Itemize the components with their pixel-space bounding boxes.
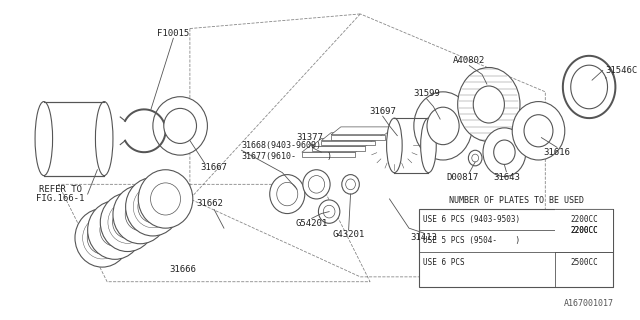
Text: G43201: G43201 — [333, 230, 365, 239]
Text: G54201: G54201 — [296, 219, 328, 228]
Text: 31377: 31377 — [296, 133, 323, 142]
Text: 31546C: 31546C — [605, 66, 638, 75]
Text: 2500CC: 2500CC — [570, 258, 598, 267]
Bar — [394, 118, 428, 173]
Text: 2200CC: 2200CC — [570, 226, 598, 235]
Text: 31677(9610-: 31677(9610- — [241, 152, 296, 161]
Polygon shape — [302, 144, 365, 152]
Text: 31413: 31413 — [410, 233, 437, 243]
Ellipse shape — [153, 97, 207, 155]
Ellipse shape — [387, 118, 402, 173]
Text: REFER TO: REFER TO — [39, 185, 82, 194]
Text: 31599: 31599 — [413, 89, 440, 98]
Ellipse shape — [420, 118, 436, 173]
Ellipse shape — [75, 209, 129, 267]
Text: A40802: A40802 — [453, 56, 486, 65]
Text: 31666: 31666 — [170, 265, 196, 274]
Ellipse shape — [164, 108, 196, 143]
Ellipse shape — [303, 170, 330, 199]
Ellipse shape — [35, 101, 52, 176]
Text: 31662: 31662 — [196, 199, 223, 208]
Text: D00817: D00817 — [447, 173, 479, 182]
Text: 31697: 31697 — [369, 107, 396, 116]
Polygon shape — [555, 209, 614, 252]
Ellipse shape — [125, 178, 180, 236]
Ellipse shape — [83, 217, 122, 259]
Polygon shape — [321, 133, 385, 140]
Text: FIG.166-1: FIG.166-1 — [36, 195, 84, 204]
Text: USE 6 PCS (9403-9503): USE 6 PCS (9403-9503) — [422, 215, 520, 224]
Polygon shape — [312, 146, 365, 151]
Text: NUMBER OF PLATES TO BE USED: NUMBER OF PLATES TO BE USED — [449, 196, 584, 205]
Text: 31616: 31616 — [543, 148, 570, 157]
Ellipse shape — [473, 86, 504, 123]
Text: 31668(9403-9609): 31668(9403-9609) — [241, 141, 321, 150]
Polygon shape — [312, 139, 375, 146]
Text: A167001017: A167001017 — [563, 299, 614, 308]
Text: F10015: F10015 — [157, 29, 189, 38]
Ellipse shape — [113, 206, 143, 238]
Bar — [44, 101, 104, 176]
Ellipse shape — [308, 176, 324, 193]
Text: USE 6 PCS: USE 6 PCS — [422, 258, 464, 267]
Ellipse shape — [414, 92, 472, 160]
Ellipse shape — [138, 191, 168, 223]
Ellipse shape — [100, 214, 130, 246]
Polygon shape — [321, 140, 375, 145]
Ellipse shape — [125, 198, 156, 231]
Text: 2200CC: 2200CC — [570, 215, 598, 224]
Ellipse shape — [87, 222, 117, 254]
Ellipse shape — [88, 201, 142, 259]
Ellipse shape — [269, 175, 305, 213]
Ellipse shape — [524, 115, 553, 147]
Ellipse shape — [108, 201, 147, 243]
Text: 31643: 31643 — [493, 173, 520, 182]
Polygon shape — [331, 135, 385, 140]
Ellipse shape — [100, 193, 155, 252]
Ellipse shape — [512, 101, 564, 160]
Ellipse shape — [150, 183, 180, 215]
Ellipse shape — [483, 128, 526, 177]
Polygon shape — [302, 152, 355, 157]
Ellipse shape — [276, 182, 298, 206]
Text: 31667: 31667 — [201, 163, 228, 172]
Ellipse shape — [427, 107, 459, 145]
Bar — [419, 209, 614, 287]
Ellipse shape — [113, 185, 168, 244]
Ellipse shape — [468, 150, 482, 166]
Ellipse shape — [342, 175, 359, 194]
Text: USE 5 PCS (9504-    ): USE 5 PCS (9504- ) — [422, 236, 520, 245]
Ellipse shape — [472, 154, 479, 162]
Ellipse shape — [319, 200, 340, 223]
Ellipse shape — [133, 186, 173, 228]
Ellipse shape — [346, 179, 355, 190]
Text: ): ) — [326, 152, 332, 161]
Ellipse shape — [95, 101, 113, 176]
Ellipse shape — [138, 170, 193, 228]
Ellipse shape — [323, 205, 335, 218]
Ellipse shape — [458, 68, 520, 141]
Text: 2200CC: 2200CC — [570, 226, 598, 235]
Ellipse shape — [493, 140, 515, 164]
Polygon shape — [331, 127, 394, 135]
